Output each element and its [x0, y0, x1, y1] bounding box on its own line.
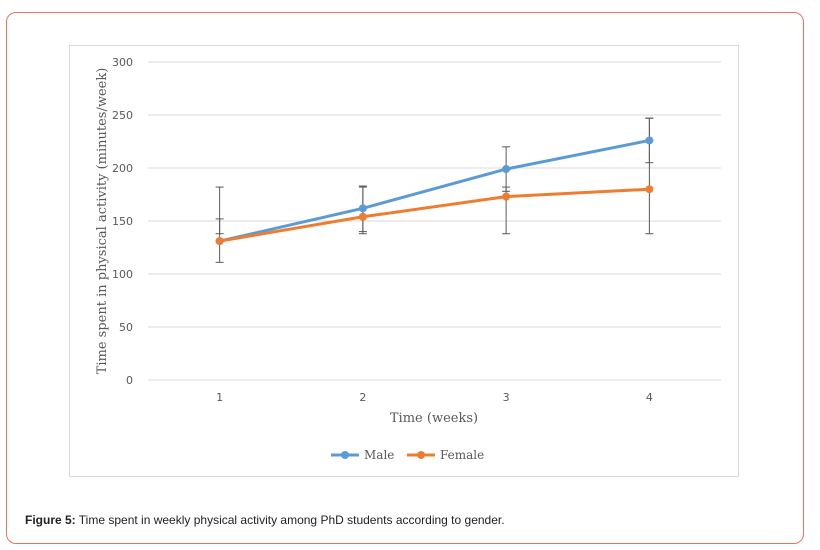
data-point-female: [645, 185, 654, 194]
data-point-female: [215, 237, 224, 246]
legend-label: Female: [440, 448, 484, 462]
x-tick-label: 4: [646, 391, 653, 404]
legend-label: Male: [364, 448, 394, 462]
series-points: [215, 136, 654, 246]
legend: Male Female: [331, 448, 484, 462]
y-axis-title: Time spent in physical activity (minutes…: [95, 68, 110, 375]
y-tick-label: 150: [112, 215, 133, 228]
series-line-female: [218, 187, 651, 243]
x-tick-labels: 1 2 3 4: [216, 391, 653, 404]
legend-marker: [417, 451, 425, 459]
y-tick-label: 50: [119, 321, 133, 334]
caption-label: Figure 5:: [25, 513, 76, 527]
data-point-male: [358, 204, 367, 213]
y-tick-label: 0: [126, 374, 133, 387]
data-point-female: [502, 192, 511, 201]
x-tick-label: 3: [503, 391, 510, 404]
series-line-male: [218, 138, 651, 243]
x-tick-label: 2: [359, 391, 366, 404]
data-point-male: [645, 136, 654, 145]
gridlines: [148, 61, 721, 381]
x-tick-label: 1: [216, 391, 223, 404]
caption-text: Time spent in weekly physical activity a…: [75, 513, 505, 527]
y-tick-label: 200: [112, 162, 133, 175]
y-tick-labels: 0 50 100 150 200 250 300: [112, 56, 133, 387]
chart-area: [69, 45, 739, 477]
legend-marker: [341, 451, 349, 459]
error-bars: [215, 117, 654, 263]
y-tick-label: 100: [112, 268, 133, 281]
y-tick-label: 300: [112, 56, 133, 69]
data-point-female: [358, 212, 367, 221]
y-tick-label: 250: [112, 109, 133, 122]
x-axis-title: Time (weeks): [390, 411, 478, 426]
data-point-male: [502, 165, 511, 174]
series-lines: [218, 138, 651, 243]
figure-caption: Figure 5: Time spent in weekly physical …: [25, 513, 505, 527]
